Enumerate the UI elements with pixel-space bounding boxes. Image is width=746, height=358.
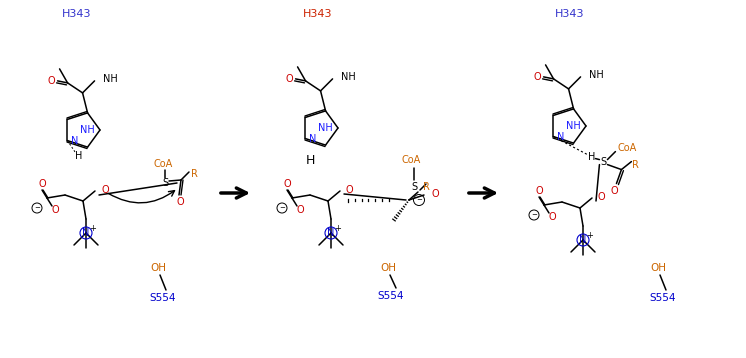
Text: NH: NH (81, 125, 95, 135)
Text: O: O (296, 205, 304, 215)
Text: OH: OH (150, 263, 166, 273)
Text: +: + (586, 231, 593, 240)
Text: O: O (548, 212, 556, 222)
Text: N: N (580, 235, 586, 245)
Text: S: S (601, 156, 606, 166)
Text: N: N (82, 228, 90, 238)
Text: CoA: CoA (154, 159, 172, 169)
Text: O: O (533, 72, 542, 82)
Text: R: R (191, 169, 198, 179)
Text: H343: H343 (62, 9, 92, 19)
Text: H: H (75, 151, 82, 161)
Text: −: − (531, 212, 537, 218)
Text: R: R (422, 182, 430, 192)
Text: S554: S554 (377, 291, 404, 301)
Text: +: + (90, 223, 96, 232)
Text: O: O (598, 192, 606, 202)
Text: O: O (611, 185, 618, 195)
Text: CoA: CoA (401, 155, 421, 165)
Text: R: R (632, 160, 639, 170)
Text: N: N (557, 132, 565, 141)
Text: O: O (346, 185, 354, 195)
Text: S554: S554 (150, 293, 176, 303)
Text: H: H (306, 154, 315, 167)
Text: +: + (334, 223, 342, 232)
Text: S554: S554 (650, 293, 677, 303)
Text: O: O (38, 179, 46, 189)
Text: −: − (279, 205, 285, 211)
Text: O: O (101, 185, 109, 195)
Text: NH: NH (589, 70, 604, 80)
Text: O: O (431, 189, 439, 199)
Text: −: − (34, 205, 40, 211)
Text: OH: OH (650, 263, 666, 273)
Text: H343: H343 (555, 9, 585, 19)
Text: NH: NH (341, 72, 355, 82)
Text: NH: NH (319, 123, 333, 133)
Text: S: S (162, 178, 168, 188)
Text: OH: OH (380, 263, 396, 273)
Text: NH: NH (102, 74, 117, 84)
Text: CoA: CoA (618, 142, 636, 153)
Text: O: O (286, 74, 293, 84)
Text: O: O (51, 205, 59, 215)
Text: −: − (416, 197, 422, 203)
Text: O: O (176, 197, 184, 207)
Text: O: O (535, 186, 543, 196)
Text: N: N (310, 134, 317, 144)
Text: O: O (283, 179, 291, 189)
Text: H343: H343 (303, 9, 333, 19)
Text: H: H (588, 151, 595, 161)
Text: N: N (72, 136, 79, 146)
Text: O: O (48, 76, 55, 86)
Text: NH: NH (566, 121, 581, 131)
Text: N: N (327, 228, 335, 238)
Text: S: S (411, 182, 417, 192)
